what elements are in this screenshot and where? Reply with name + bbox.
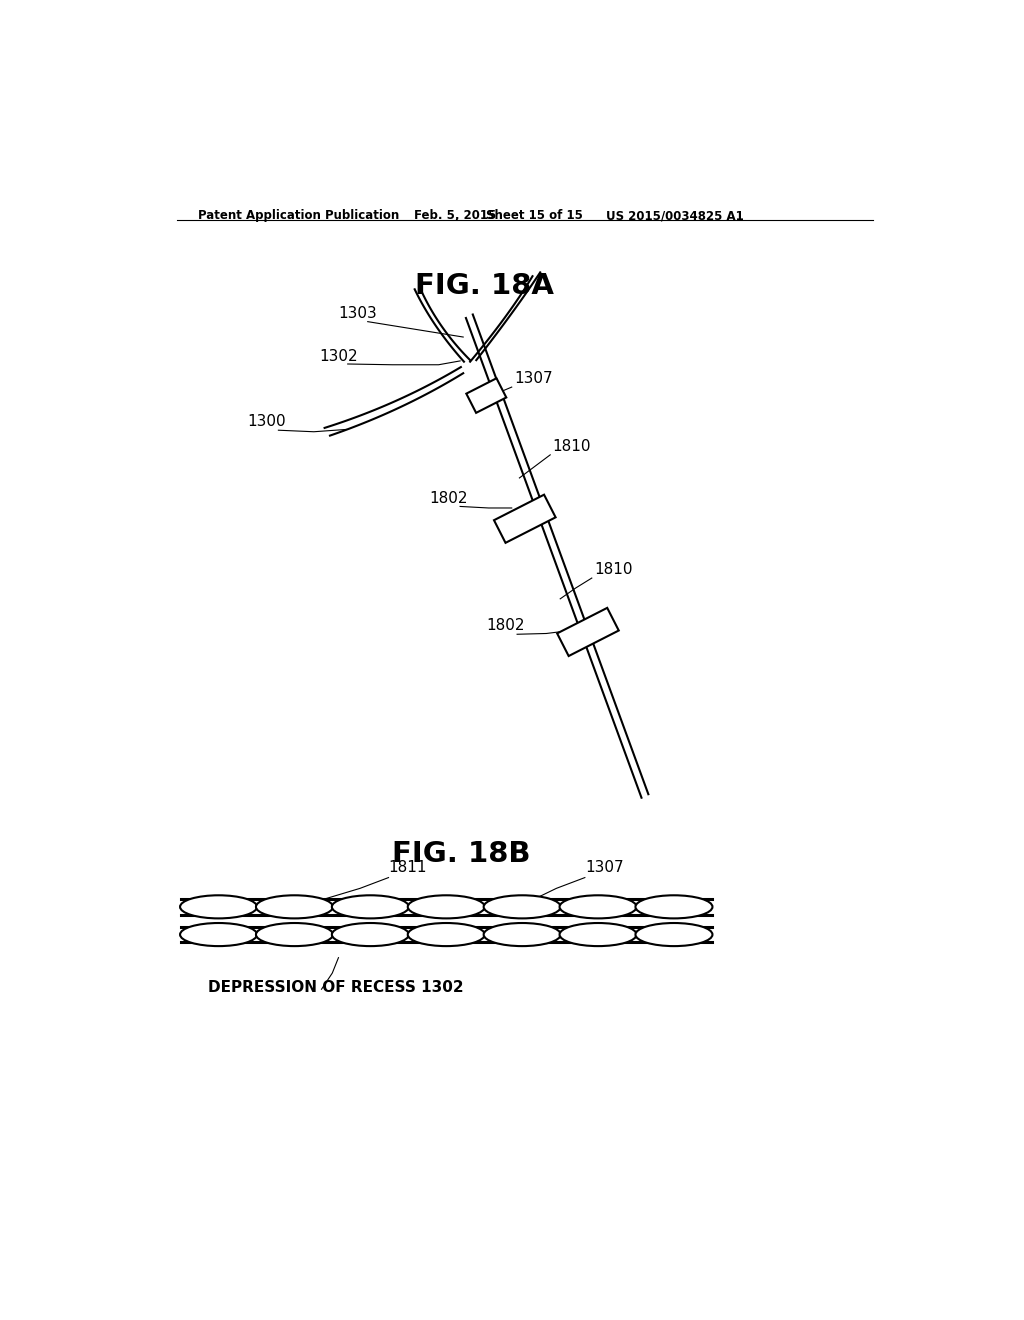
Text: 1810: 1810: [594, 562, 633, 577]
Text: DEPRESSION OF RECESS 1302: DEPRESSION OF RECESS 1302: [208, 979, 463, 994]
Text: 1811: 1811: [388, 861, 427, 875]
Ellipse shape: [636, 923, 713, 946]
Text: US 2015/0034825 A1: US 2015/0034825 A1: [606, 209, 744, 222]
Text: 1307: 1307: [514, 371, 553, 387]
Text: 1810: 1810: [553, 440, 591, 454]
Ellipse shape: [408, 895, 484, 919]
Ellipse shape: [408, 923, 484, 946]
Text: 1302: 1302: [319, 348, 357, 364]
Text: 1307: 1307: [585, 861, 624, 875]
Ellipse shape: [180, 895, 257, 919]
Ellipse shape: [180, 923, 257, 946]
Ellipse shape: [332, 895, 409, 919]
Ellipse shape: [256, 923, 333, 946]
Text: Sheet 15 of 15: Sheet 15 of 15: [486, 209, 584, 222]
Bar: [466, 379, 506, 413]
Ellipse shape: [332, 923, 409, 946]
Ellipse shape: [483, 895, 561, 919]
Text: 1802: 1802: [429, 491, 468, 506]
Bar: [494, 495, 556, 543]
Ellipse shape: [559, 895, 637, 919]
Text: Patent Application Publication: Patent Application Publication: [199, 209, 399, 222]
Text: 1802: 1802: [486, 618, 524, 634]
Ellipse shape: [559, 923, 637, 946]
Text: 1300: 1300: [248, 414, 287, 429]
Text: Feb. 5, 2015: Feb. 5, 2015: [414, 209, 497, 222]
Ellipse shape: [483, 923, 561, 946]
Bar: [557, 609, 618, 656]
Ellipse shape: [256, 895, 333, 919]
Text: FIG. 18A: FIG. 18A: [416, 272, 554, 301]
Text: 1303: 1303: [339, 306, 377, 321]
Text: FIG. 18B: FIG. 18B: [392, 840, 530, 867]
Ellipse shape: [636, 895, 713, 919]
